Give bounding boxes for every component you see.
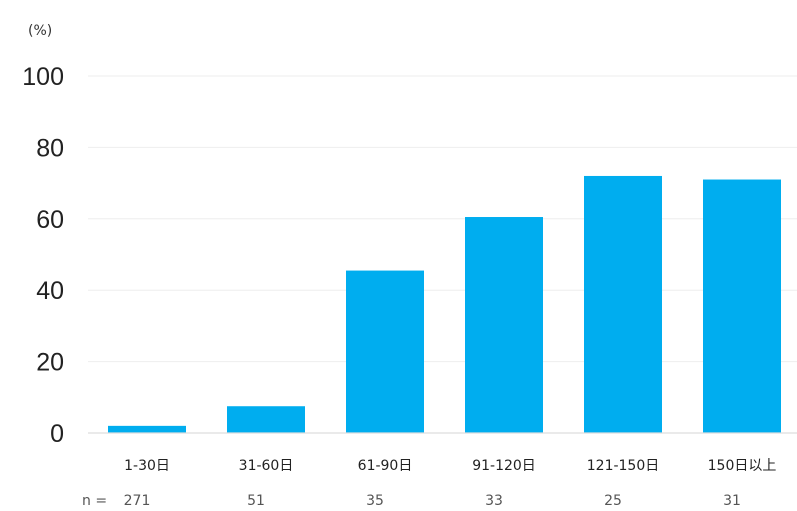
sample-size-value: 25 [604, 493, 622, 509]
sample-size-row: n = 271 51 35 33 25 31 [82, 493, 741, 509]
category-label: 1-30日 [124, 458, 170, 474]
category-labels: 1-30日 31-60日 61-90日 91-120日 121-150日 150日以上 [124, 458, 776, 474]
category-label: 31-60日 [239, 458, 294, 474]
sample-size-value: 33 [485, 493, 503, 509]
sample-size-value: 31 [723, 493, 741, 509]
sample-size-label: n = [82, 493, 107, 509]
y-tick-label: 0 [50, 420, 64, 448]
bar [108, 425, 186, 433]
bar [346, 270, 424, 433]
bars [108, 175, 781, 433]
y-tick-label: 100 [22, 63, 64, 91]
y-tick-label: 20 [36, 349, 64, 377]
y-tick-label: 40 [36, 277, 64, 305]
sample-size-value: 271 [124, 493, 151, 509]
y-axis-label: (%) [28, 23, 52, 39]
category-label: 91-120日 [472, 458, 536, 474]
bar [465, 217, 543, 433]
sample-size-value: 35 [366, 493, 384, 509]
bar [703, 179, 781, 433]
bar [227, 406, 305, 433]
y-tick-label: 80 [36, 134, 64, 162]
y-tick-label: 60 [36, 206, 64, 234]
sample-size-value: 51 [247, 493, 265, 509]
y-tick-labels: 0 20 40 60 80 100 [22, 63, 64, 448]
category-label: 61-90日 [358, 458, 413, 474]
gridlines [88, 75, 797, 363]
category-label: 121-150日 [587, 458, 660, 474]
bar [584, 175, 662, 433]
category-label: 150日以上 [708, 458, 777, 474]
